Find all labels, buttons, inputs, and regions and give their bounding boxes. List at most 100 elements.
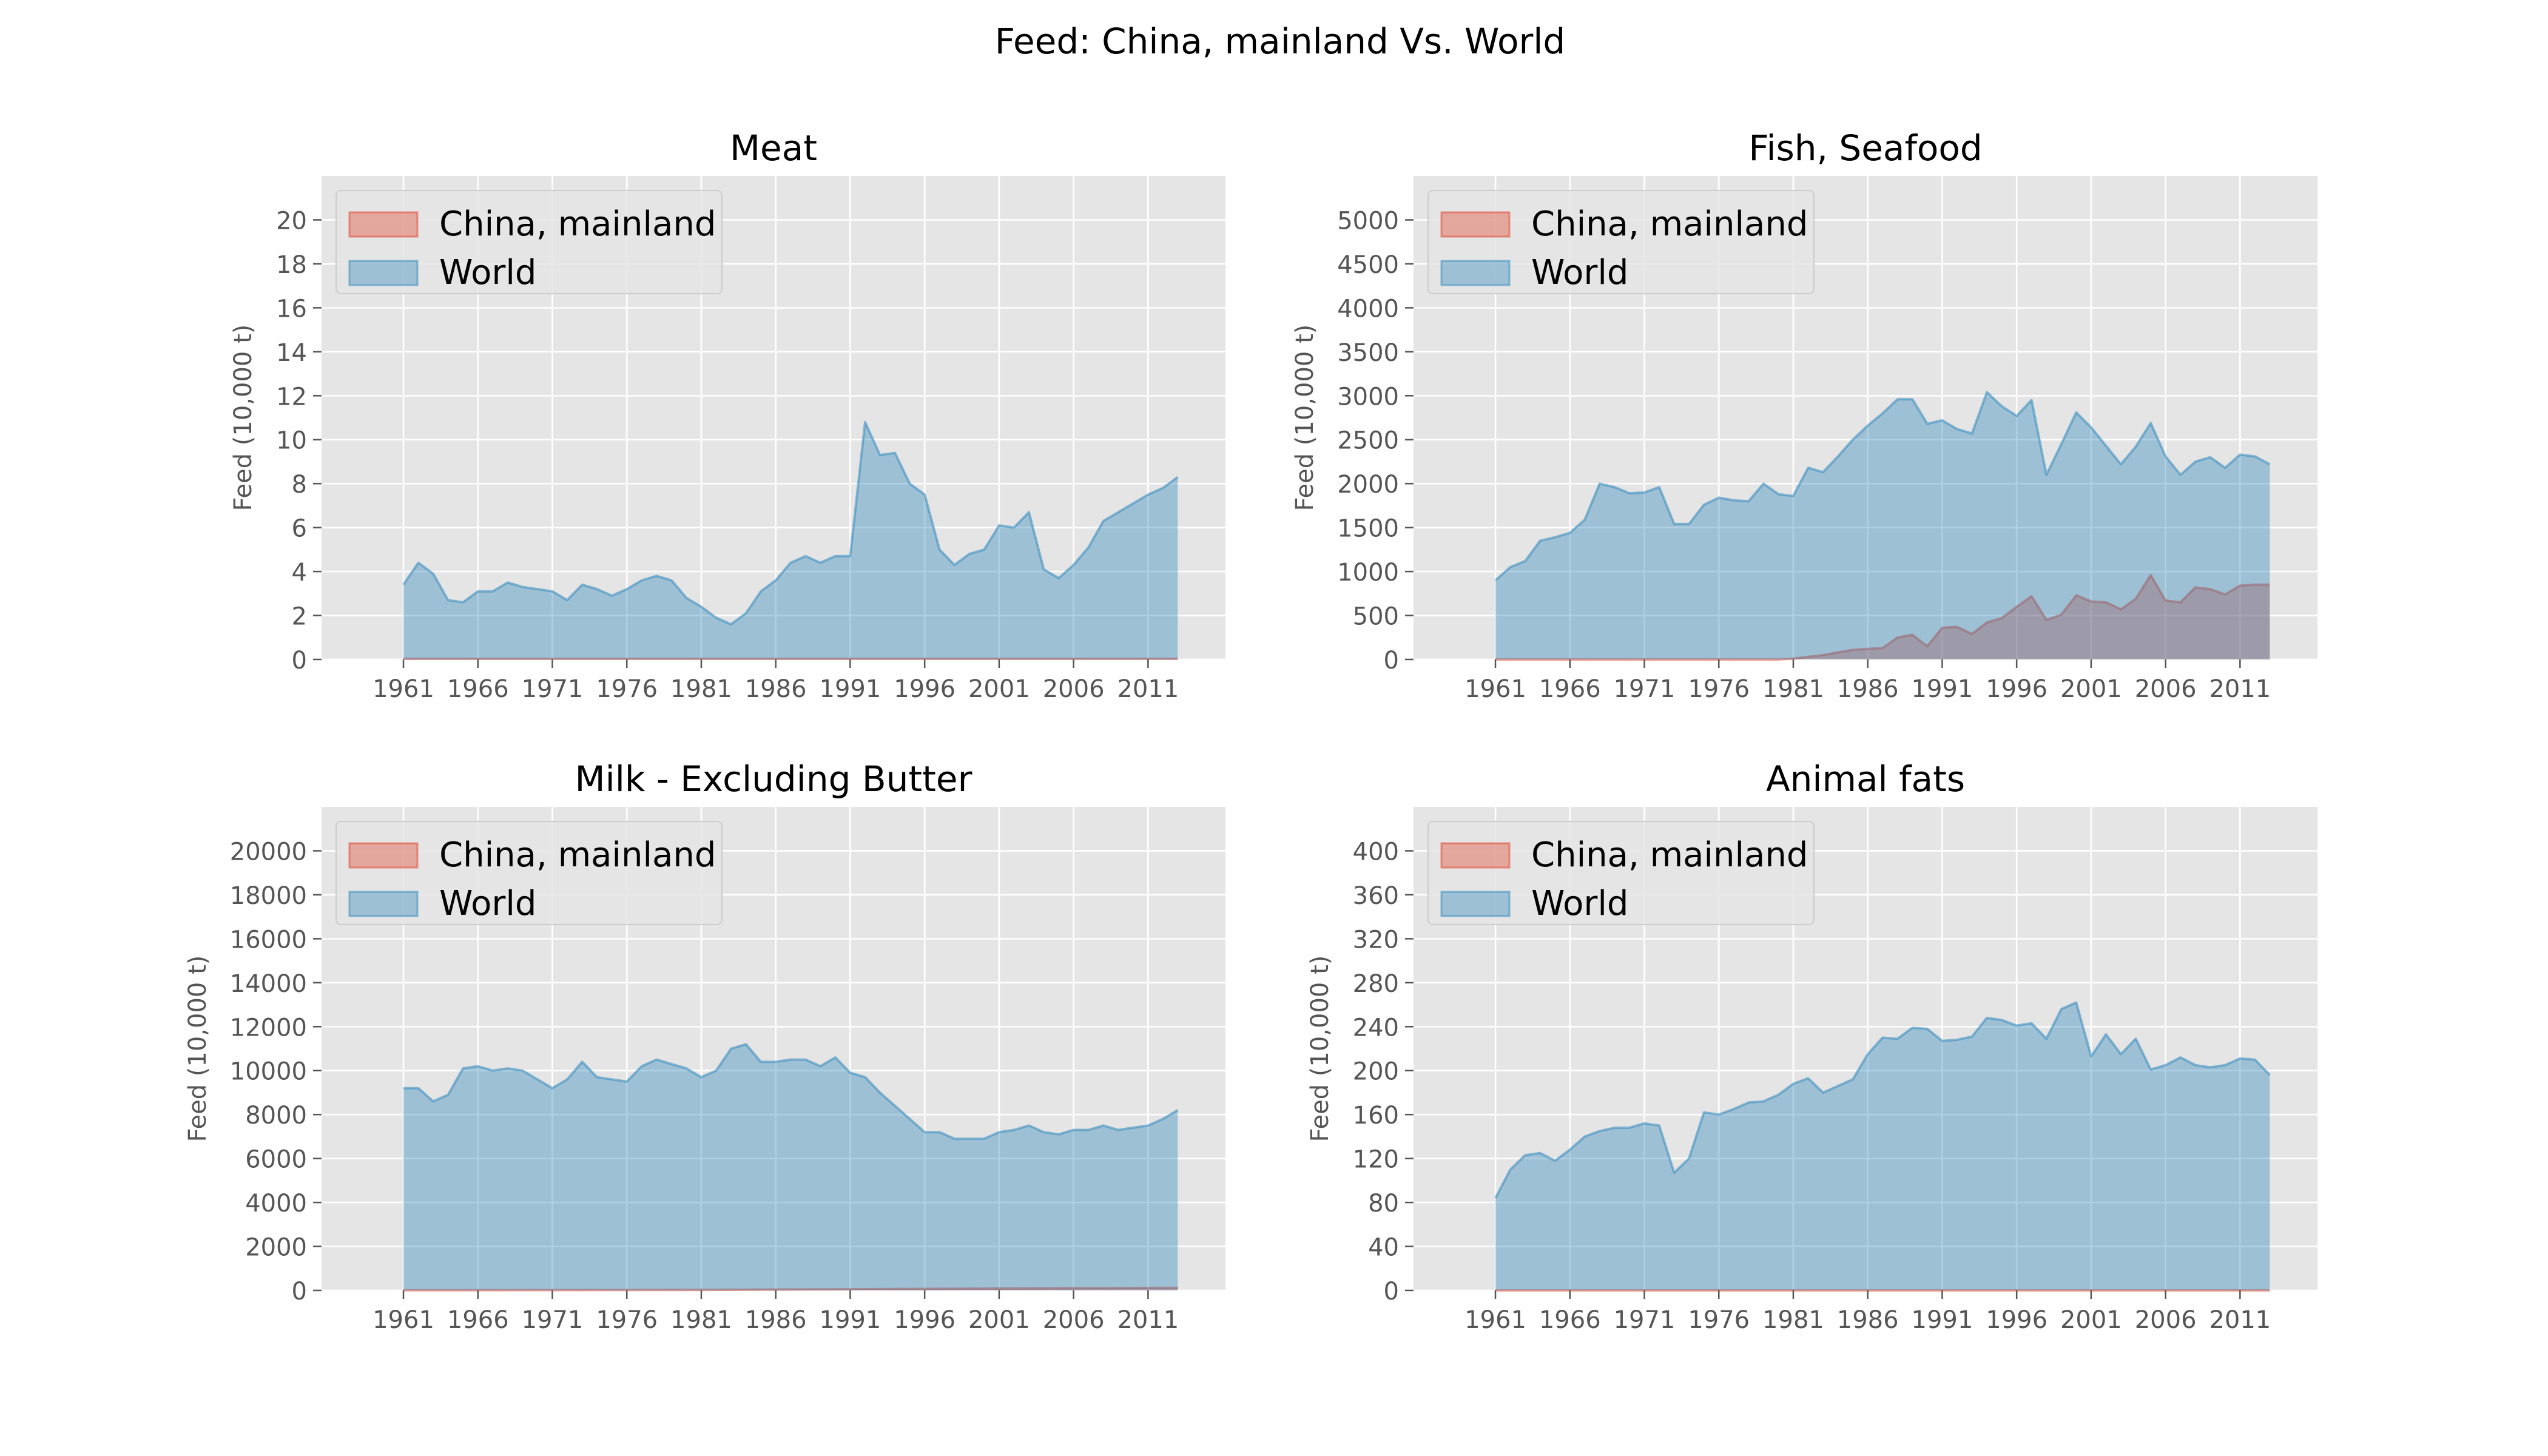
x-tick-label: 1976 <box>596 675 658 703</box>
legend: China, mainland World <box>1427 821 1815 925</box>
y-tick-label: 10000 <box>230 1058 307 1086</box>
subplot-1: 0 2 4 6 8 10 12 14 16 18 20 1961 1966 1971 1976 1981 198… <box>229 127 1225 703</box>
x-tick-label: 2011 <box>1117 1306 1179 1334</box>
subplot-2: 0 500 1000 1500 2000 2500 3000 3500 4000 4500 5000… <box>1291 127 2317 703</box>
y-tick-label: 18 <box>276 251 307 279</box>
y-tick-label: 10 <box>276 427 307 455</box>
legend-box <box>335 190 723 294</box>
series-line-world <box>403 1043 1179 1140</box>
y-tick-label: 360 <box>1353 882 1399 910</box>
x-tick-label: 1991 <box>1912 1306 1973 1334</box>
y-tick-label: 120 <box>1353 1146 1399 1174</box>
y-tick-label: 320 <box>1353 926 1399 954</box>
x-tick-label: 1966 <box>1539 675 1601 703</box>
y-tick-label: 80 <box>1368 1190 1399 1218</box>
y-tick-label: 16 <box>276 295 307 323</box>
legend-swatch <box>1440 211 1511 238</box>
x-tick-label: 2001 <box>2060 675 2122 703</box>
x-tick-label: 1981 <box>1762 1306 1824 1334</box>
legend-label: World <box>439 253 536 292</box>
x-tick-label: 1961 <box>1464 675 1526 703</box>
x-tick-label: 1966 <box>1539 1306 1601 1334</box>
legend-label: World <box>1531 884 1628 923</box>
legend: China, mainland World <box>1427 190 1815 294</box>
x-tick-label: 1971 <box>522 675 584 703</box>
y-tick-label: 280 <box>1353 970 1399 998</box>
x-tick-label: 1986 <box>745 1306 807 1334</box>
x-tick-label: 1971 <box>1614 675 1676 703</box>
x-tick-label: 2006 <box>2135 675 2197 703</box>
y-axis-label: Feed (10,000 t) <box>1306 956 1334 1142</box>
y-tick-label: 8 <box>292 471 307 499</box>
y-tick-label: 14000 <box>230 970 307 998</box>
y-tick-label: 0 <box>1384 1278 1399 1306</box>
y-tick-label: 4000 <box>1337 295 1399 323</box>
y-tick-label: 20 <box>276 207 307 235</box>
x-tick-label: 1961 <box>1464 1306 1526 1334</box>
y-tick-label: 3000 <box>1337 383 1399 411</box>
subplot-4: 0 40 80 120 160 200 240 280 320 360 400 1961 1966 197… <box>1306 758 2317 1334</box>
subplot-grid: 0 2 4 6 8 10 12 14 16 18 20 1961 1966 1971 1976 1981 198… <box>184 127 2317 1334</box>
x-tick-label: 2001 <box>968 1306 1030 1334</box>
legend-box <box>1427 190 1815 294</box>
y-tick-label: 0 <box>292 647 307 675</box>
subplot-title: Fish, Seafood <box>1748 127 1982 169</box>
x-tick-label: 1961 <box>372 675 434 703</box>
y-tick-label: 20000 <box>230 838 307 866</box>
y-tick-label: 6000 <box>245 1146 307 1174</box>
y-tick-label: 4500 <box>1337 251 1399 279</box>
legend-box <box>335 821 723 925</box>
x-tick-label: 1971 <box>522 1306 584 1334</box>
subplot-title: Meat <box>730 127 817 169</box>
legend-swatch <box>348 211 419 238</box>
x-tick-label: 1986 <box>1837 675 1899 703</box>
x-tick-label: 1986 <box>1837 1306 1899 1334</box>
y-tick-label: 8000 <box>245 1102 307 1130</box>
y-tick-label: 40 <box>1368 1234 1399 1262</box>
x-tick-label: 2001 <box>968 675 1030 703</box>
x-tick-label: 1966 <box>447 1306 509 1334</box>
legend-swatch <box>1440 260 1511 286</box>
y-tick-label: 6 <box>292 515 307 543</box>
x-tick-label: 1991 <box>820 675 881 703</box>
legend-swatch <box>1440 842 1511 869</box>
legend-label: China, mainland <box>1531 204 1808 244</box>
x-tick-label: 1981 <box>670 675 732 703</box>
series-line-world <box>402 420 1179 625</box>
series-line-world <box>1494 391 2271 582</box>
y-axis-label: Feed (10,000 t) <box>1291 325 1319 511</box>
legend-swatch <box>348 260 419 286</box>
y-tick-label: 12 <box>276 383 307 411</box>
x-tick-label: 1991 <box>820 1306 881 1334</box>
x-tick-label: 1976 <box>1688 1306 1750 1334</box>
series-line-world <box>1494 1001 2271 1199</box>
x-tick-label: 2011 <box>2209 675 2271 703</box>
legend-label: World <box>1531 253 1628 292</box>
x-tick-label: 1981 <box>670 1306 732 1334</box>
series-line-china <box>403 1286 1178 1292</box>
y-tick-label: 18000 <box>230 882 307 910</box>
y-tick-label: 12000 <box>230 1014 307 1042</box>
figure-title: Feed: China, mainland Vs. World <box>995 21 1565 62</box>
x-tick-label: 1966 <box>447 675 509 703</box>
y-tick-label: 500 <box>1353 603 1399 631</box>
y-tick-label: 0 <box>292 1278 307 1306</box>
x-tick-label: 2006 <box>1043 1306 1105 1334</box>
y-tick-label: 2500 <box>1337 427 1399 455</box>
legend-box <box>1427 821 1815 925</box>
x-tick-label: 1991 <box>1912 675 1973 703</box>
legend-label: China, mainland <box>1531 835 1808 875</box>
y-tick-label: 160 <box>1353 1102 1399 1130</box>
y-tick-label: 2 <box>292 603 307 631</box>
x-tick-label: 2011 <box>2209 1306 2271 1334</box>
y-tick-label: 200 <box>1353 1058 1399 1086</box>
x-tick-label: 1996 <box>894 675 956 703</box>
y-axis-label: Feed (10,000 t) <box>229 325 257 511</box>
y-tick-label: 4 <box>292 559 307 587</box>
subplot-title: Milk - Excluding Butter <box>575 758 972 800</box>
y-tick-label: 4000 <box>245 1190 307 1218</box>
x-tick-label: 2011 <box>1117 675 1179 703</box>
series-line-china <box>1495 573 2270 661</box>
x-tick-label: 1996 <box>1986 1306 2048 1334</box>
